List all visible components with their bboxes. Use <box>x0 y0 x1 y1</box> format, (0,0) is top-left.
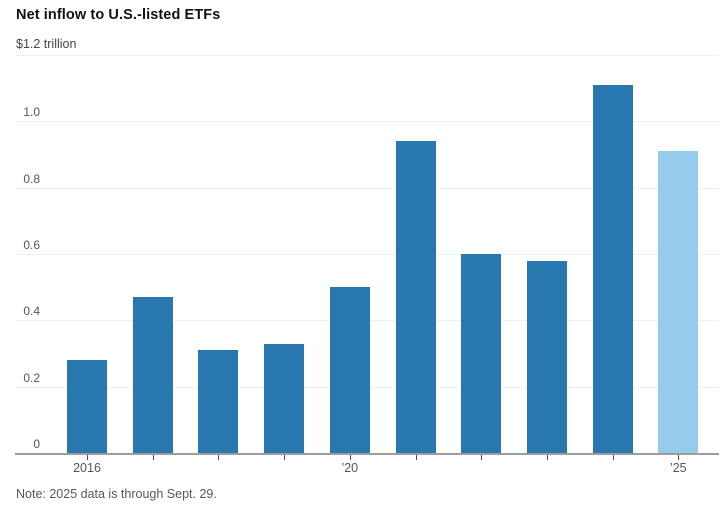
gridline-0.8 <box>16 187 719 189</box>
y-tick-label-0.6: 0.6 <box>23 238 40 252</box>
x-tick-2022 <box>481 455 483 460</box>
y-tick-label-1.0: 1.0 <box>23 105 40 120</box>
x-tick-2018 <box>218 455 220 460</box>
x-axis-label-2020: ’20 <box>341 461 359 475</box>
x-tick-2025 <box>678 455 680 460</box>
gridline-1 <box>16 121 719 123</box>
bar-2021 <box>395 141 436 453</box>
bar-2020 <box>329 287 370 453</box>
y-tick-label-0.4: 0.4 <box>23 304 40 319</box>
x-tick-2016 <box>87 455 88 460</box>
x-tick-2021 <box>415 455 417 460</box>
x-axis-line <box>15 453 719 455</box>
bar-2017 <box>132 297 173 453</box>
chart-title: Net inflow to U.S.-listed ETFs <box>16 7 221 23</box>
y-tick-label-0: 0 <box>33 437 40 451</box>
footnote: Note: 2025 data is through Sept. 29. <box>16 487 217 501</box>
y-tick-label-0.2: 0.2 <box>23 370 40 385</box>
bar-2018 <box>198 350 239 453</box>
bar-2023 <box>526 260 567 453</box>
bar-2025 <box>658 151 699 453</box>
x-tick-2017 <box>152 455 154 460</box>
x-axis-label-2025: ’25 <box>669 461 687 475</box>
x-tick-2024 <box>612 455 614 460</box>
bar-2024 <box>592 84 633 453</box>
y-tick-label-0.8: 0.8 <box>23 171 40 186</box>
x-axis-label-2016: 2016 <box>73 461 101 475</box>
x-tick-2020 <box>349 455 351 460</box>
plot-area: 1.0 0.8 0.6 0.4 0.2 0 2016 ’20 ’25 <box>15 55 719 474</box>
gridline-1.2 <box>16 55 719 56</box>
y-axis-unit-label: $1.2 trillion <box>16 37 77 51</box>
x-tick-2019 <box>284 455 286 460</box>
bar-2022 <box>461 254 502 453</box>
x-tick-2023 <box>546 455 548 460</box>
bar-2016 <box>67 360 107 453</box>
gridline-0.6 <box>16 254 719 255</box>
bar-2019 <box>264 343 305 453</box>
